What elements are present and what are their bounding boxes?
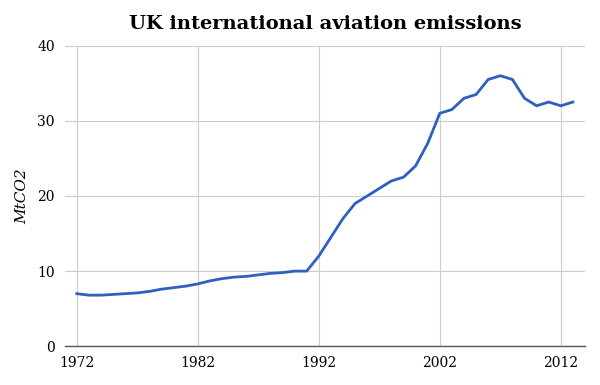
Title: UK international aviation emissions: UK international aviation emissions — [128, 15, 521, 33]
Y-axis label: MtCO2: MtCO2 — [15, 168, 29, 224]
